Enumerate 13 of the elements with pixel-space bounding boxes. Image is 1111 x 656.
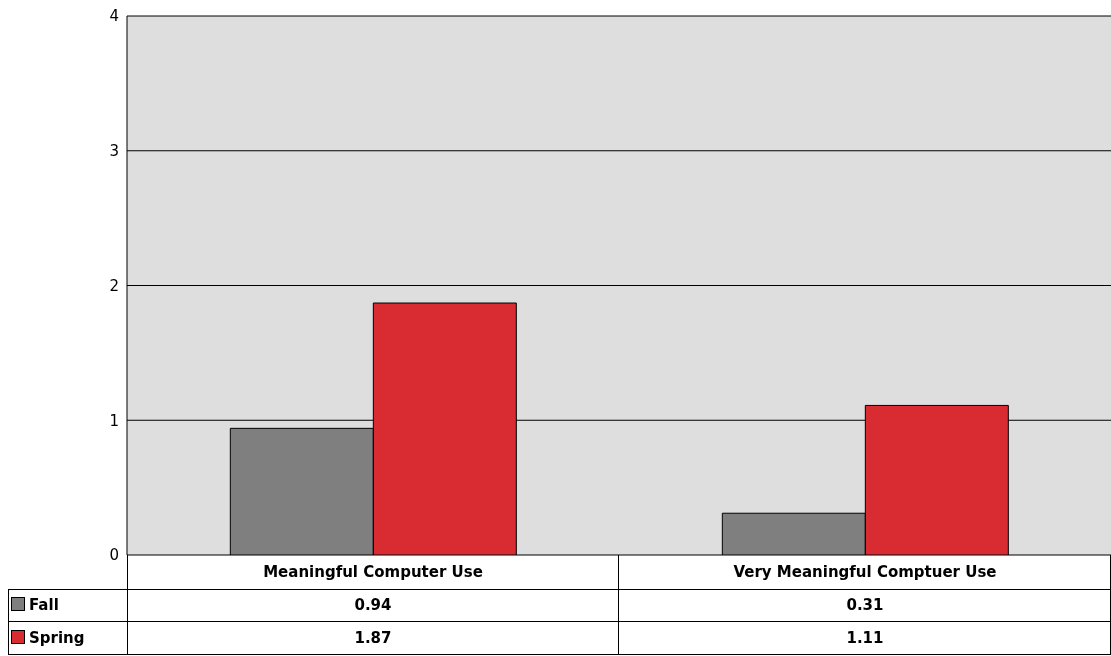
- data-label: 0.94: [353, 595, 393, 616]
- legend-label: Fall: [28, 595, 60, 616]
- y-tick-label: 3: [109, 142, 119, 161]
- y-tick-label: 1: [109, 411, 119, 430]
- x-tick-label: Meaningful Computer Use: [262, 562, 484, 583]
- legend-label: Spring: [28, 628, 86, 649]
- y-tick-label: 0: [109, 546, 119, 565]
- data-label: 0.31: [845, 595, 885, 616]
- y-tick-label: 2: [109, 276, 119, 295]
- y-tick-label: 4: [109, 7, 119, 26]
- x-tick-label: Very Meaningful Comptuer Use: [732, 562, 998, 583]
- data-label: 1.87: [353, 628, 393, 649]
- data-label: 1.11: [845, 628, 885, 649]
